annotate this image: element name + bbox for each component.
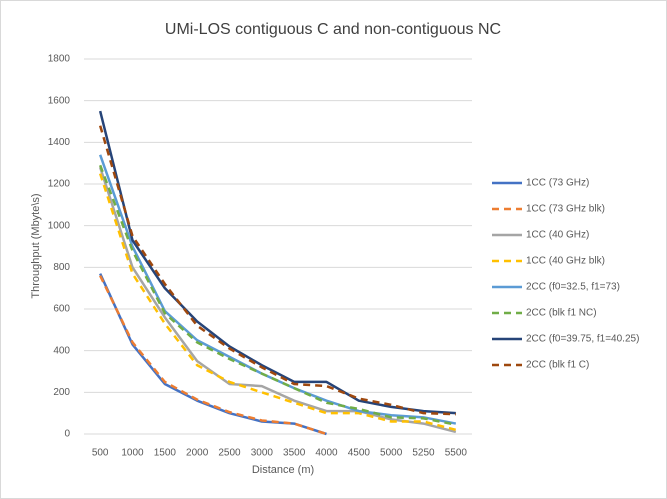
chart-title: UMi-LOS contiguous C and non-contiguous …: [165, 21, 501, 38]
series-line: [98, 125, 456, 416]
y-tick-label: 600: [53, 304, 70, 315]
y-tick-label: 1200: [48, 179, 71, 190]
y-tick-label: 1600: [48, 95, 71, 106]
legend-label: 2CC (blk f1 NC): [526, 308, 597, 319]
legend-label: 1CC (40 GHz): [526, 230, 589, 241]
x-tick-label: 2000: [186, 448, 209, 459]
series-line: [98, 173, 457, 432]
y-tick-label: 400: [53, 345, 70, 356]
x-tick-label: 5000: [380, 448, 403, 459]
y-tick-label: 0: [64, 429, 70, 440]
legend-label: 1CC (40 GHz blk): [526, 256, 605, 267]
y-tick-label: 1400: [48, 137, 71, 148]
x-tick-label: 3500: [283, 448, 306, 459]
legend-label: 1CC (73 GHz): [526, 178, 589, 189]
x-tick-label: 5250: [412, 448, 435, 459]
y-tick-label: 1000: [48, 220, 71, 231]
x-tick-label: 1000: [121, 448, 144, 459]
series-line: [98, 110, 456, 415]
x-tick-label: 4000: [315, 448, 338, 459]
legend-label: 2CC (f0=32.5, f1=73): [526, 282, 620, 293]
series-line: [99, 275, 327, 436]
y-tick-label: 200: [53, 387, 70, 398]
series-line: [98, 166, 457, 434]
x-tick-label: 5500: [445, 448, 468, 459]
x-tick-label: 1500: [154, 448, 177, 459]
y-axis-title: Throughput (Mbyte\s): [30, 193, 42, 298]
series-line: [98, 164, 457, 426]
legend-label: 1CC (73 GHz blk): [526, 204, 605, 215]
legend-label: 2CC (blk f1 C): [526, 360, 589, 371]
legend-label: 2CC (f0=39.75, f1=40.25): [526, 334, 639, 345]
x-tick-label: 500: [92, 448, 109, 459]
x-axis-title: Distance (m): [252, 464, 314, 476]
y-tick-label: 1800: [48, 54, 71, 65]
x-tick-label: 2500: [218, 448, 241, 459]
y-tick-label: 800: [53, 262, 70, 273]
x-tick-label: 3000: [251, 448, 274, 459]
x-tick-label: 4500: [348, 448, 371, 459]
